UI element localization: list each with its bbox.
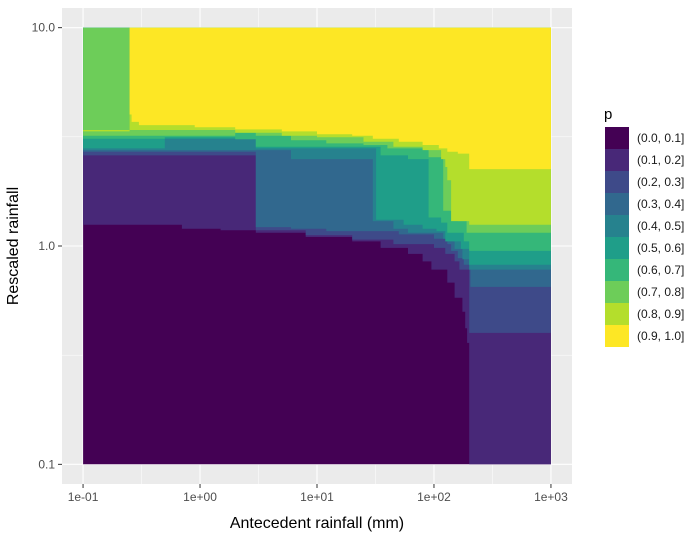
legend-label: (0.3, 0.4] xyxy=(637,197,684,211)
axes: 1e-01 1e+00 1e+01 1e+02 1e+03 0.1 1.0 10.0 xyxy=(32,21,568,504)
y-tick-label: 0.1 xyxy=(38,457,55,471)
legend-label: (0.1, 0.2] xyxy=(637,153,684,167)
legend-key xyxy=(605,281,629,303)
x-tick-label: 1e+02 xyxy=(417,490,451,504)
probability-regions xyxy=(83,27,551,465)
legend-key xyxy=(605,215,629,237)
legend-label: (0.5, 0.6] xyxy=(637,241,684,255)
legend-key xyxy=(605,237,629,259)
legend-label: (0.4, 0.5] xyxy=(637,219,684,233)
x-tick-label: 1e+01 xyxy=(300,490,334,504)
legend-label: (0.7, 0.8] xyxy=(637,285,684,299)
y-tick-label: 10.0 xyxy=(32,21,56,35)
legend-label: (0.2, 0.3] xyxy=(637,175,684,189)
legend-title: p xyxy=(604,106,612,123)
legend-key xyxy=(605,303,629,325)
legend-key xyxy=(605,171,629,193)
x-tick-label: 1e-01 xyxy=(68,490,99,504)
legend-key xyxy=(605,127,629,149)
legend-key xyxy=(605,193,629,215)
legend-label: (0.9, 1.0] xyxy=(637,329,684,343)
x-tick-label: 1e+03 xyxy=(534,490,568,504)
legend-label: (0.8, 0.9] xyxy=(637,307,684,321)
legend-key xyxy=(605,149,629,171)
legend-key xyxy=(605,259,629,281)
y-axis-title: Rescaled rainfall xyxy=(5,187,22,305)
x-tick-label: 1e+00 xyxy=(183,490,217,504)
x-axis-title: Antecedent rainfall (mm) xyxy=(230,515,404,532)
legend: p (0.0, 0.1] (0.1, 0.2] (0.2, 0.3] (0.3, 0.… xyxy=(604,106,684,347)
legend-label: (0.0, 0.1] xyxy=(637,131,684,145)
legend-label: (0.6, 0.7] xyxy=(637,263,684,277)
region-p-class-9 xyxy=(129,27,551,170)
y-tick-label: 1.0 xyxy=(38,239,55,253)
legend-key xyxy=(605,325,629,347)
